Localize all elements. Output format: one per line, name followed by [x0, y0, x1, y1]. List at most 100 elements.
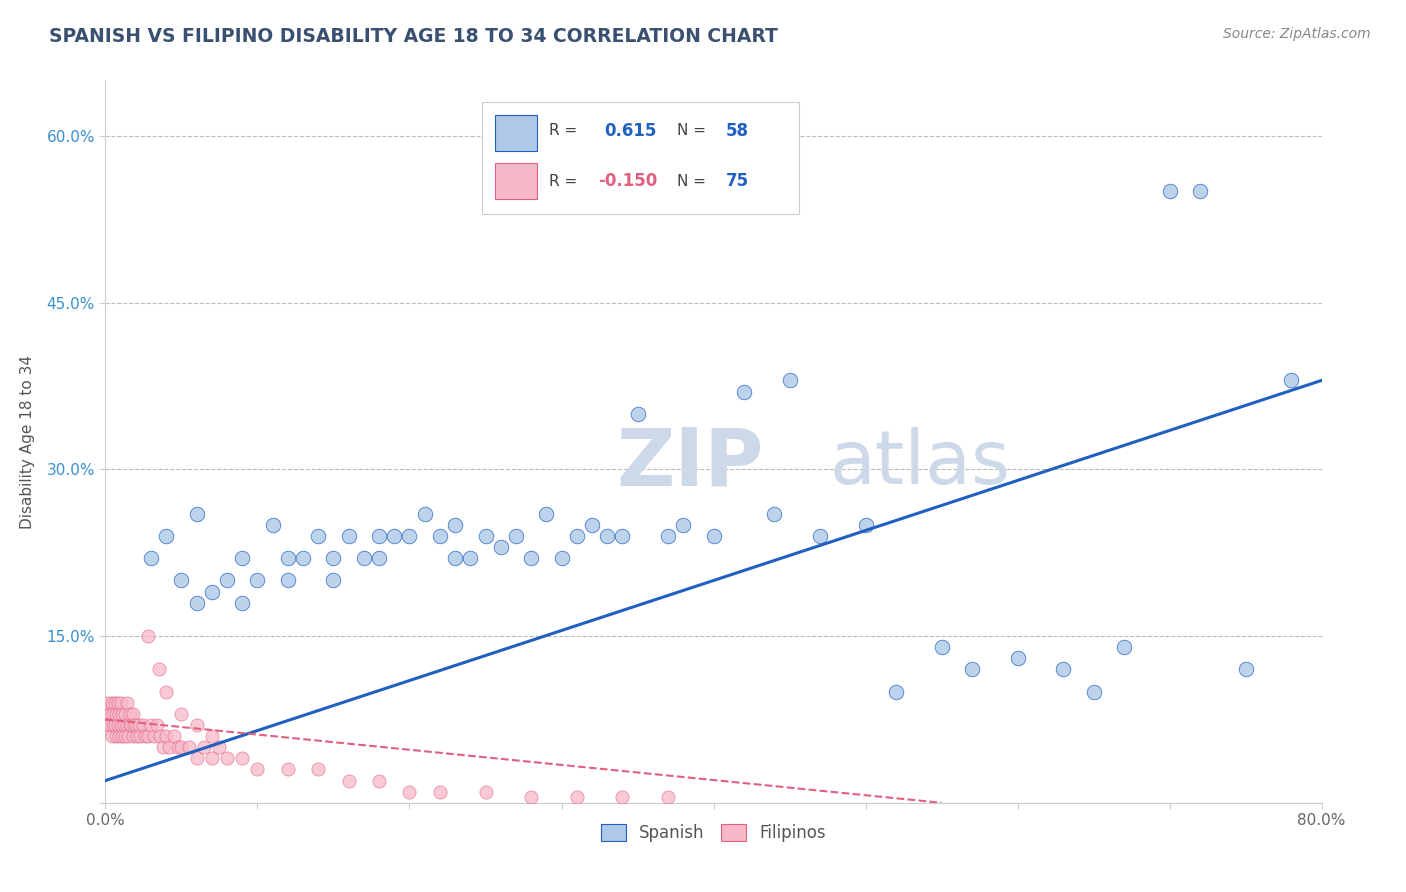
Point — [246, 763, 269, 777]
Point — [733, 384, 755, 399]
Point — [657, 529, 679, 543]
Point — [186, 507, 208, 521]
Point — [474, 529, 496, 543]
Point — [98, 706, 121, 721]
Point — [505, 529, 527, 543]
Point — [231, 751, 253, 765]
Point — [231, 596, 253, 610]
Point — [277, 574, 299, 588]
Point — [1279, 373, 1302, 387]
Point — [277, 763, 299, 777]
Point — [115, 718, 138, 732]
Point — [101, 718, 124, 732]
Point — [884, 684, 907, 698]
Text: 75: 75 — [725, 172, 749, 190]
Point — [536, 507, 558, 521]
Point — [262, 517, 284, 532]
Point — [1159, 185, 1181, 199]
Point — [108, 729, 131, 743]
Legend: Spanish, Filipinos: Spanish, Filipinos — [595, 817, 832, 848]
Point — [612, 529, 634, 543]
Point — [134, 729, 156, 743]
FancyBboxPatch shape — [482, 102, 799, 214]
Point — [163, 729, 186, 743]
Point — [855, 517, 877, 532]
Point — [101, 706, 124, 721]
Point — [152, 740, 174, 755]
Point — [98, 718, 121, 732]
Point — [143, 729, 166, 743]
Text: -0.150: -0.150 — [598, 172, 657, 190]
Point — [167, 740, 190, 755]
Point — [114, 729, 136, 743]
Point — [112, 718, 135, 732]
Point — [702, 529, 725, 543]
Point — [292, 551, 315, 566]
Text: N =: N = — [678, 174, 711, 189]
Point — [115, 696, 138, 710]
Point — [132, 718, 155, 732]
Point — [565, 529, 588, 543]
Point — [103, 696, 125, 710]
Text: 0.615: 0.615 — [605, 122, 657, 140]
Point — [127, 729, 149, 743]
Point — [217, 751, 239, 765]
Y-axis label: Disability Age 18 to 34: Disability Age 18 to 34 — [21, 354, 35, 529]
Point — [108, 706, 131, 721]
Text: R =: R = — [550, 174, 582, 189]
Point — [170, 574, 193, 588]
Point — [1007, 651, 1029, 665]
Point — [1188, 185, 1211, 199]
Point — [960, 662, 983, 676]
Point — [177, 740, 200, 755]
Point — [763, 507, 786, 521]
Point — [117, 729, 139, 743]
Point — [368, 551, 391, 566]
Point — [612, 790, 634, 805]
Point — [444, 551, 467, 566]
Point — [657, 790, 679, 805]
Point — [146, 718, 169, 732]
Point — [398, 785, 420, 799]
Point — [170, 706, 193, 721]
Point — [307, 763, 329, 777]
Point — [429, 529, 451, 543]
Point — [128, 718, 150, 732]
Point — [520, 790, 543, 805]
FancyBboxPatch shape — [495, 115, 537, 151]
Point — [105, 729, 128, 743]
Text: SPANISH VS FILIPINO DISABILITY AGE 18 TO 34 CORRELATION CHART: SPANISH VS FILIPINO DISABILITY AGE 18 TO… — [49, 27, 778, 45]
Point — [322, 574, 344, 588]
Point — [201, 584, 224, 599]
Point — [105, 706, 128, 721]
Point — [550, 551, 572, 566]
FancyBboxPatch shape — [495, 163, 537, 200]
Point — [429, 785, 451, 799]
Point — [337, 529, 360, 543]
Point — [97, 696, 120, 710]
Point — [103, 718, 125, 732]
Point — [107, 718, 129, 732]
Point — [139, 718, 162, 732]
Point — [110, 696, 132, 710]
Point — [398, 529, 420, 543]
Point — [1112, 640, 1135, 655]
Point — [565, 790, 588, 805]
Point — [201, 751, 224, 765]
Text: N =: N = — [678, 123, 711, 138]
Point — [170, 740, 193, 755]
Point — [155, 729, 177, 743]
Point — [201, 729, 224, 743]
Point — [581, 517, 603, 532]
Point — [1083, 684, 1105, 698]
Point — [120, 718, 142, 732]
Point — [458, 551, 481, 566]
Point — [96, 706, 118, 721]
Point — [118, 706, 141, 721]
Point — [107, 696, 129, 710]
Point — [139, 551, 162, 566]
Point — [118, 718, 141, 732]
Point — [114, 706, 136, 721]
Point — [779, 373, 801, 387]
Point — [246, 574, 269, 588]
